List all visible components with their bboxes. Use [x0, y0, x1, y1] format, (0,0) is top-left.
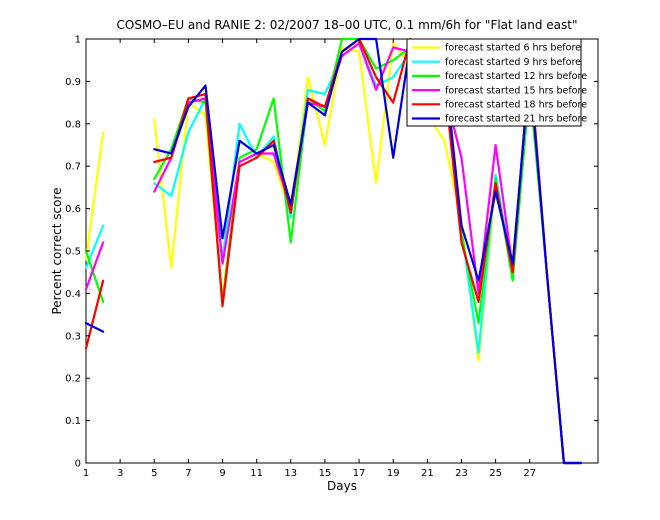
x-tick-label: 17 — [353, 468, 366, 479]
x-tick-label: 1 — [83, 468, 89, 479]
series-line-6-segment-1 — [84, 322, 105, 333]
y-tick-label: 0.1 — [65, 416, 81, 427]
series-line-6-segment-2 — [153, 37, 583, 465]
y-tick-label: 1 — [75, 35, 81, 46]
x-tick-label: 13 — [284, 468, 297, 479]
legend-label-2: forecast started 9 hrs before — [445, 57, 581, 68]
series-line-5-segment-2 — [153, 37, 583, 465]
y-tick-label: 0.8 — [65, 119, 81, 130]
y-tick-label: 0.4 — [65, 289, 81, 300]
legend-label-3: forecast started 12 hrs before — [445, 71, 587, 82]
x-tick-label: 15 — [319, 468, 332, 479]
x-axis-title: Days — [327, 479, 357, 493]
y-tick-label: 0.3 — [65, 331, 81, 342]
legend-label-4: forecast started 15 hrs before — [445, 85, 587, 96]
legend-label-1: forecast started 6 hrs before — [445, 43, 581, 54]
x-tick-label: 7 — [185, 468, 191, 479]
x-tick-label: 5 — [151, 468, 157, 479]
x-tick-label: 11 — [250, 468, 263, 479]
x-tick-label: 21 — [421, 468, 434, 479]
x-tick-label: 3 — [117, 468, 123, 479]
series-line-1-segment-1 — [84, 131, 105, 261]
legend-label-6: forecast started 21 hrs before — [445, 114, 587, 125]
axis-ticks: 1 3 5 7 9 11 13 15 17 19 21 23 25 2700.10.20.30.40.50… — [65, 35, 598, 479]
legend-label-5: forecast started 18 hrs before — [445, 100, 587, 111]
x-tick-label: 25 — [489, 468, 502, 479]
x-tick-label: 23 — [455, 468, 468, 479]
x-tick-label: 9 — [219, 468, 225, 479]
y-tick-label: 0.2 — [65, 374, 81, 385]
y-axis-title: Percent correct score — [50, 187, 64, 314]
legend-box — [406, 38, 582, 127]
y-tick-label: 0.6 — [65, 204, 81, 215]
y-tick-label: 0 — [75, 459, 81, 470]
chart-title: COSMO–EU and RANIE 2: 02/2007 18–00 UTC,… — [117, 18, 578, 32]
series-line-5-segment-1 — [84, 279, 105, 350]
y-tick-label: 0.5 — [65, 247, 81, 258]
series-layer — [84, 37, 583, 465]
x-tick-label: 27 — [523, 468, 536, 479]
legend: forecast started 6 hrs before forecast st… — [406, 38, 587, 127]
x-tick-label: 19 — [387, 468, 400, 479]
y-tick-label: 0.9 — [65, 77, 81, 88]
y-tick-label: 0.7 — [65, 162, 81, 173]
series-line-4-segment-1 — [84, 241, 105, 291]
